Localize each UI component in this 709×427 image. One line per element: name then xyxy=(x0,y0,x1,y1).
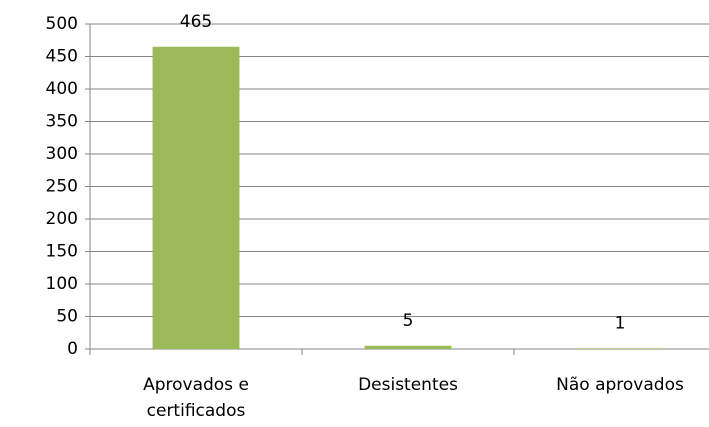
y-tick-label: 200 xyxy=(46,209,78,229)
y-tick-label: 500 xyxy=(46,14,78,34)
data-label: 465 xyxy=(180,12,212,32)
bar xyxy=(364,345,452,349)
data-label: 5 xyxy=(403,311,414,331)
y-tick-label: 50 xyxy=(56,307,78,327)
y-tick-label: 100 xyxy=(46,274,78,294)
bar xyxy=(152,46,240,349)
y-tick-label: 300 xyxy=(46,144,78,164)
y-tick-label: 450 xyxy=(46,47,78,67)
x-tick-label: Não aprovados xyxy=(556,375,684,395)
y-tick-label: 350 xyxy=(46,112,78,132)
y-tick-label: 400 xyxy=(46,79,78,99)
y-tick-label: 250 xyxy=(46,177,78,197)
data-label: 1 xyxy=(615,313,626,333)
y-tick-label: 0 xyxy=(67,339,78,359)
y-tick-label: 150 xyxy=(46,242,78,262)
x-tick-label: Aprovados e certificados xyxy=(143,375,249,421)
x-tick-label: Desistentes xyxy=(358,375,458,395)
bar xyxy=(576,348,664,349)
